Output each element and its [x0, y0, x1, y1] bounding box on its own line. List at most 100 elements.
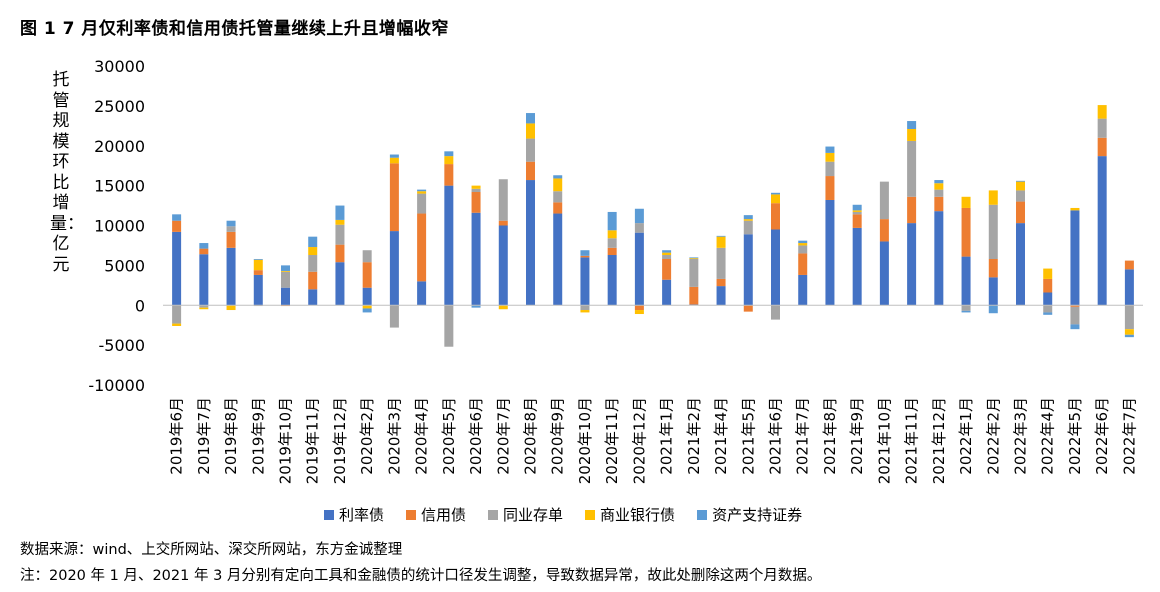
- bar-segment: [907, 140, 917, 197]
- bar-segment: [335, 244, 345, 263]
- bar-segment: [1097, 137, 1107, 157]
- bar-segment: [172, 323, 182, 326]
- bar-segment: [825, 152, 835, 162]
- x-tick-label: 2021年11月: [903, 397, 921, 484]
- x-tick-label: 2022年5月: [1066, 397, 1084, 475]
- x-tick-label: 2021年6月: [767, 397, 785, 475]
- bar-segment: [389, 154, 399, 158]
- legend-item: 商业银行债: [585, 504, 675, 525]
- footnote: 注：2020 年 1 月、2021 年 3 月分别有定向工具和金融债的统计口径发…: [20, 568, 822, 584]
- bar-segment: [1124, 334, 1134, 338]
- bar-segment: [798, 245, 808, 254]
- bar-segment: [471, 185, 481, 189]
- bar-segment: [471, 305, 481, 308]
- x-tick-label: 2020年11月: [603, 397, 621, 484]
- y-tick-label: -5000: [99, 336, 146, 355]
- bar-segment: [662, 255, 672, 259]
- bar-segment: [362, 262, 372, 288]
- bar-segment: [852, 204, 862, 211]
- bar-segment: [743, 234, 753, 306]
- bar-segment: [743, 220, 753, 235]
- x-tick-label: 2019年7月: [195, 397, 213, 475]
- legend-item: 信用债: [406, 504, 466, 525]
- legend-label: 利率债: [339, 506, 385, 524]
- bar-segment: [907, 129, 917, 141]
- bar-segment: [580, 310, 590, 313]
- bar-segment: [852, 211, 862, 215]
- bar-segment: [1124, 260, 1134, 270]
- bar-segment: [771, 192, 780, 195]
- legend-label: 商业银行债: [600, 506, 676, 524]
- x-tick-label: 2019年10月: [277, 397, 295, 484]
- bar-segment: [362, 250, 372, 263]
- bar-segment: [308, 247, 318, 256]
- bar-segment: [961, 305, 971, 311]
- x-tick-label: 2021年2月: [685, 397, 703, 475]
- bar-segment: [1016, 181, 1025, 191]
- bar-segment: [553, 213, 563, 306]
- bar-segment: [526, 123, 535, 139]
- bars: [172, 105, 1134, 347]
- bar-segment: [199, 307, 209, 310]
- bar-segment: [389, 305, 399, 328]
- x-tick-label: 2021年8月: [821, 397, 839, 475]
- bar-segment: [907, 223, 917, 306]
- legend-item: 同业存单: [488, 504, 563, 525]
- bar-segment: [335, 205, 345, 220]
- bar-segment: [743, 305, 753, 312]
- y-tick-label: 15000: [94, 177, 145, 196]
- bar-segment: [716, 235, 726, 237]
- bar-segment: [689, 258, 699, 287]
- bar-segment: [716, 236, 726, 248]
- bar-segment: [226, 231, 236, 248]
- figure-title: 图 1 7 月仅利率债和信用债托管量继续上升且增幅收窄: [20, 19, 449, 39]
- bar-segment: [308, 289, 318, 306]
- bar-segment: [662, 258, 672, 280]
- x-tick-label: 2022年7月: [1120, 397, 1138, 475]
- bar-segment: [988, 277, 998, 306]
- bar-segment: [498, 225, 508, 306]
- y-axis-ticks: -10000 -5000 0 5000 10000 15000 20000 25000 3000…: [88, 57, 145, 395]
- stacked-bar-chart: -10000 -5000 0 5000 10000 15000 20000 25000 3000…: [88, 57, 1143, 484]
- bar-segment: [1124, 305, 1134, 330]
- x-tick-label: 2021年5月: [739, 397, 757, 475]
- bar-segment: [444, 305, 454, 347]
- x-tick-label: 2020年2月: [358, 397, 376, 475]
- x-tick-label: 2020年9月: [549, 397, 567, 475]
- bar-segment: [253, 270, 263, 275]
- bar-segment: [825, 161, 835, 177]
- bar-segment: [281, 287, 290, 306]
- bar-segment: [689, 258, 699, 259]
- bar-segment: [879, 181, 889, 220]
- bar-segment: [634, 305, 644, 311]
- bar-segment: [253, 274, 263, 306]
- x-tick-label: 2022年3月: [1012, 397, 1030, 475]
- bar-segment: [907, 121, 917, 130]
- bar-segment: [308, 236, 318, 248]
- bar-segment: [634, 223, 644, 233]
- bar-segment: [1097, 156, 1107, 306]
- bar-segment: [852, 214, 862, 228]
- x-tick-label: 2022年2月: [984, 397, 1002, 475]
- y-tick-label: 20000: [94, 137, 145, 156]
- x-tick-label: 2021年4月: [712, 397, 730, 475]
- bar-segment: [1016, 201, 1025, 224]
- legend: 利率债 信用债 同业存单 商业银行债 资产支持证券: [324, 504, 802, 525]
- bar-segment: [634, 232, 644, 306]
- x-tick-label: 2019年6月: [168, 397, 186, 475]
- bar-segment: [1016, 180, 1025, 182]
- bar-segment: [1070, 207, 1080, 211]
- bar-segment: [308, 271, 318, 290]
- bar-segment: [199, 243, 209, 249]
- bar-segment: [934, 189, 944, 197]
- bar-segment: [1097, 105, 1107, 119]
- bar-segment: [907, 196, 917, 224]
- bar-segment: [444, 164, 454, 186]
- bar-segment: [825, 176, 835, 200]
- source-note: 数据来源：wind、上交所网站、深交所网站，东方金诚整理: [20, 542, 403, 558]
- bar-segment: [417, 191, 427, 194]
- x-tick-label: 2019年8月: [222, 397, 240, 475]
- bar-segment: [362, 305, 372, 309]
- x-tick-label: 2020年12月: [630, 397, 648, 484]
- bar-segment: [743, 219, 753, 221]
